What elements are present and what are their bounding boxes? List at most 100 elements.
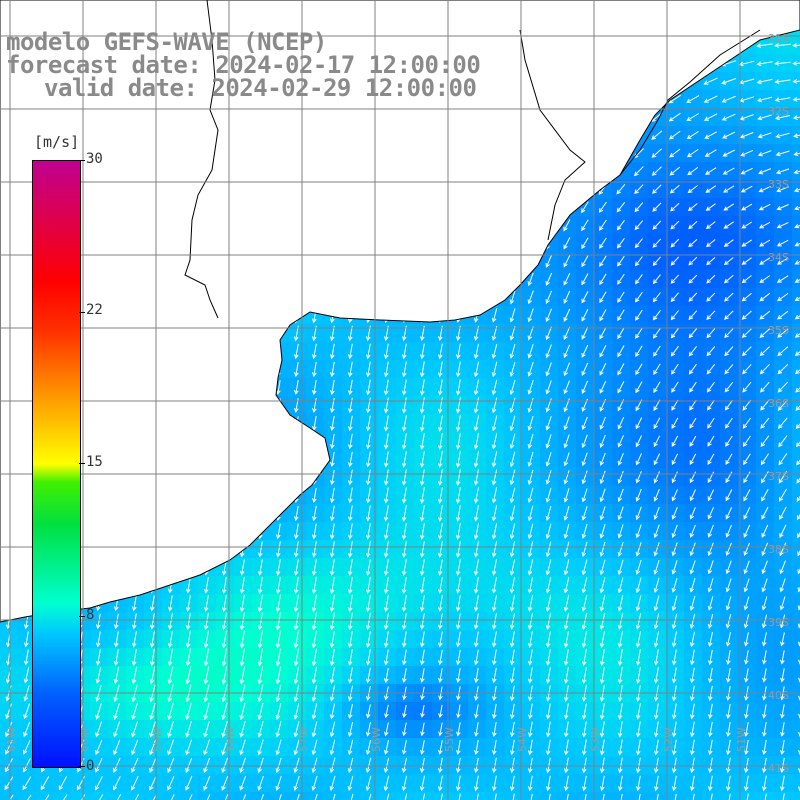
wind-arrow bbox=[671, 524, 678, 539]
wind-arrow bbox=[725, 507, 733, 520]
wind-arrow bbox=[599, 630, 606, 649]
wind-arrow bbox=[545, 649, 551, 666]
wind-arrow bbox=[311, 612, 317, 631]
wind-arrow bbox=[149, 648, 155, 667]
wind-arrow bbox=[420, 722, 425, 737]
wind-arrow bbox=[455, 649, 461, 666]
wind-arrow bbox=[275, 594, 281, 613]
wind-arrow bbox=[473, 415, 480, 432]
wind-arrow bbox=[401, 397, 407, 414]
wind-arrow bbox=[456, 740, 461, 755]
wind-arrow bbox=[312, 487, 317, 504]
wind-arrow bbox=[756, 96, 773, 103]
wind-arrow bbox=[668, 112, 681, 122]
wind-arrow bbox=[762, 739, 767, 756]
wind-arrow bbox=[383, 397, 389, 414]
wind-arrow bbox=[689, 524, 696, 538]
wind-arrow bbox=[795, 423, 800, 430]
wind-arrow bbox=[617, 363, 625, 376]
wind-arrow bbox=[670, 238, 680, 248]
wind-cell bbox=[792, 432, 800, 450]
wind-arrow bbox=[491, 308, 498, 323]
wind-arrow bbox=[5, 703, 12, 720]
wind-arrow bbox=[792, 115, 800, 120]
wind-arrow bbox=[203, 648, 209, 667]
wind-arrow bbox=[383, 343, 389, 360]
wind-arrow bbox=[743, 489, 751, 502]
wind-arrow bbox=[491, 343, 498, 360]
wind-arrow bbox=[330, 487, 335, 504]
wind-arrow bbox=[329, 648, 335, 667]
wind-arrow bbox=[63, 794, 68, 800]
wind-arrow bbox=[688, 292, 698, 302]
wind-cell bbox=[36, 792, 54, 800]
wind-arrow bbox=[545, 613, 552, 630]
wind-arrow bbox=[131, 739, 139, 756]
wind-cell bbox=[792, 414, 800, 432]
wind-cell bbox=[792, 612, 800, 630]
wind-arrow bbox=[774, 61, 791, 66]
wind-arrow bbox=[797, 549, 800, 557]
wind-arrow bbox=[779, 560, 786, 575]
wind-arrow bbox=[383, 361, 389, 378]
wind-arrow bbox=[635, 667, 641, 684]
wind-arrow bbox=[419, 559, 425, 576]
wind-arrow bbox=[4, 776, 14, 791]
wind-arrow bbox=[760, 435, 770, 448]
wind-arrow bbox=[95, 703, 102, 720]
wind-arrow bbox=[617, 559, 624, 576]
wind-cell bbox=[792, 540, 800, 558]
wind-cell bbox=[594, 792, 612, 800]
wind-cell bbox=[648, 792, 666, 800]
wind-arrow bbox=[312, 505, 317, 522]
wind-arrow bbox=[617, 577, 624, 594]
wind-arrow bbox=[656, 793, 659, 800]
wind-arrow bbox=[706, 346, 716, 357]
wind-arrow bbox=[779, 775, 785, 792]
wind-arrow bbox=[275, 648, 281, 667]
wind-arrow bbox=[239, 757, 246, 774]
wind-arrow bbox=[365, 505, 371, 522]
wind-arrow bbox=[293, 757, 300, 774]
wind-arrow bbox=[581, 452, 588, 467]
latitude-label: 33S bbox=[768, 178, 789, 191]
wind-arrow bbox=[707, 453, 715, 466]
wind-cell bbox=[792, 756, 800, 774]
wind-arrow bbox=[581, 667, 587, 684]
wind-arrow bbox=[616, 183, 626, 195]
wind-arrow bbox=[670, 292, 679, 303]
wind-arrow bbox=[581, 201, 589, 214]
wind-arrow bbox=[740, 185, 753, 193]
wind-arrow bbox=[365, 775, 372, 792]
wind-cell bbox=[792, 180, 800, 198]
wind-arrow bbox=[599, 291, 607, 304]
wind-arrow bbox=[455, 577, 461, 594]
wind-arrow bbox=[221, 577, 227, 594]
wind-arrow bbox=[724, 364, 734, 375]
wind-arrow bbox=[563, 237, 571, 250]
wind-arrow bbox=[275, 702, 282, 721]
wind-arrow bbox=[777, 364, 789, 375]
wind-cell bbox=[234, 792, 252, 800]
wind-arrow bbox=[455, 505, 461, 522]
wind-arrow bbox=[419, 541, 425, 558]
wind-arrow bbox=[653, 453, 661, 466]
wind-arrow bbox=[653, 506, 660, 520]
wind-arrow bbox=[329, 523, 335, 540]
wind-arrow bbox=[651, 166, 662, 176]
wind-arrow bbox=[438, 704, 443, 719]
wind-arrow bbox=[726, 668, 731, 683]
wind-arrow bbox=[777, 328, 789, 338]
latitude-label: 32S bbox=[768, 105, 789, 118]
wind-arrow bbox=[347, 703, 353, 720]
wind-arrow bbox=[617, 417, 625, 430]
wind-arrow bbox=[741, 275, 752, 284]
wind-arrow bbox=[671, 721, 677, 738]
wind-arrow bbox=[706, 363, 716, 375]
wind-arrow bbox=[724, 292, 734, 302]
wind-cell bbox=[792, 648, 800, 666]
wind-arrow bbox=[725, 775, 731, 792]
latitude-labels: 31S 32S 33S 34S 35S 36S 37S 38S 39S 40S 41S bbox=[768, 32, 789, 775]
latitude-label: 34S bbox=[768, 251, 789, 264]
